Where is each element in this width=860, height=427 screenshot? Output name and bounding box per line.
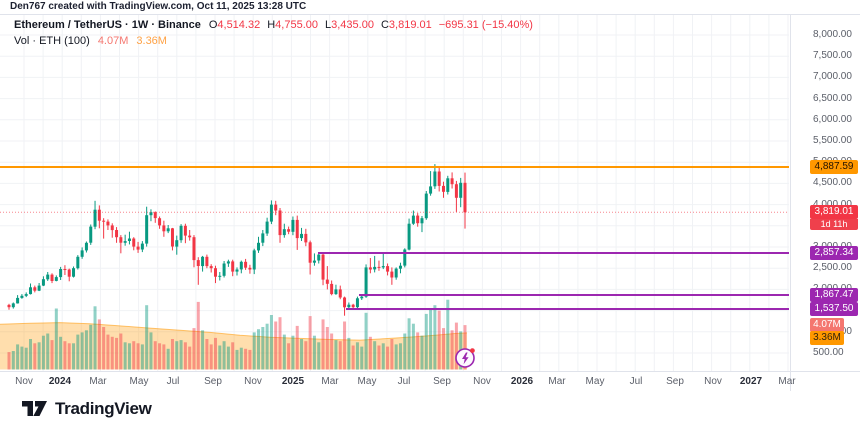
time-tick-label: Mar (778, 376, 796, 387)
candles-layer (7, 164, 467, 316)
volume-axis-label: 4.07M (810, 318, 844, 332)
time-tick-label: Mar (89, 376, 107, 387)
time-tick-label: Nov (704, 376, 722, 387)
time-tick-label: 2025 (281, 376, 305, 387)
volume-ma-axis-label: 3.36M (810, 331, 844, 345)
time-tick-label: Jul (397, 376, 411, 387)
high-value: 4,755.00 (275, 19, 318, 31)
price-tick-label: 500.00 (813, 347, 844, 358)
ath-price-label: 4,887.59 (810, 160, 858, 174)
change-value: −695.31 (−15.40%) (438, 19, 533, 31)
time-tick-label: Sep (433, 376, 451, 387)
time-tick-label: Jul (166, 376, 180, 387)
price-lines-layer (0, 165, 789, 311)
chart-legend: Ethereum / TetherUS · 1W · Binance O4,514… (14, 19, 533, 47)
time-tick-label: 2027 (739, 376, 763, 387)
price-tick-label: 7,500.00 (813, 50, 852, 61)
price-tick-label: 4,500.00 (813, 177, 852, 188)
volume-value: 4.07M (97, 35, 129, 47)
time-tick-label: Mar (321, 376, 339, 387)
time-tick-label: Nov (244, 376, 262, 387)
level-price-label-2: 1,867.47 (810, 288, 858, 302)
attribution-bar: Den767 created with TradingView.com, Oct… (0, 0, 860, 15)
tradingview-logo-text: TradingView (55, 398, 152, 418)
last-price-label: 3,819.01 (810, 205, 858, 219)
low-value: 3,435.00 (331, 19, 374, 31)
time-tick-label: Nov (15, 376, 33, 387)
time-tick-label: 2024 (48, 376, 72, 387)
time-tick-label: May (357, 376, 377, 387)
symbol-title: Ethereum / TetherUS · 1W · Binance (14, 19, 201, 31)
tradingview-logo-mark (22, 401, 47, 416)
open-value: 4,514.32 (217, 19, 261, 31)
volume-ma-layer (0, 322, 468, 370)
attribution-text: Den767 created with TradingView.com, Oct… (10, 1, 307, 12)
legend-volume-row: Vol · ETH (100) 4.07M 3.36M (14, 35, 533, 47)
price-tick-label: 2,500.00 (813, 262, 852, 273)
time-tick-label: Sep (204, 376, 222, 387)
time-tick-label: Sep (666, 376, 684, 387)
time-tick-label: Mar (548, 376, 566, 387)
volume-bars-layer (7, 299, 467, 370)
tradingview-logo[interactable]: TradingView (21, 398, 152, 419)
legend-symbol-row: Ethereum / TetherUS · 1W · Binance O4,514… (14, 19, 533, 31)
time-tick-label: Nov (473, 376, 491, 387)
time-tick-label: May (129, 376, 149, 387)
axis-borders-layer (0, 14, 860, 391)
close-value: 3,819.01 (388, 19, 432, 31)
bar-countdown-label: 1d 11h (810, 219, 858, 230)
volume-indicator-title: Vol · ETH (100) (14, 35, 90, 47)
high-label: H (267, 19, 276, 31)
open-label: O (208, 19, 218, 31)
price-tick-label: 8,000.00 (813, 29, 852, 40)
price-tick-label: 7,000.00 (813, 71, 852, 82)
price-tick-label: 6,000.00 (813, 114, 852, 125)
price-tick-label: 6,500.00 (813, 93, 852, 104)
low-label: L (325, 19, 332, 31)
level-price-label-3: 1,537.50 (810, 302, 858, 316)
time-tick-label: May (585, 376, 605, 387)
close-label: C (380, 19, 389, 31)
lightning-event-icon[interactable] (454, 346, 477, 369)
time-tick-label: Jul (629, 376, 643, 387)
time-tick-label: 2026 (510, 376, 534, 387)
volume-ma-value: 3.36M (136, 35, 167, 47)
level-price-label-1: 2,857.34 (810, 246, 858, 260)
price-tick-label: 4,000.00 (813, 199, 852, 211)
grid-layer (0, 15, 789, 371)
price-tick-label: 5,500.00 (813, 135, 852, 146)
